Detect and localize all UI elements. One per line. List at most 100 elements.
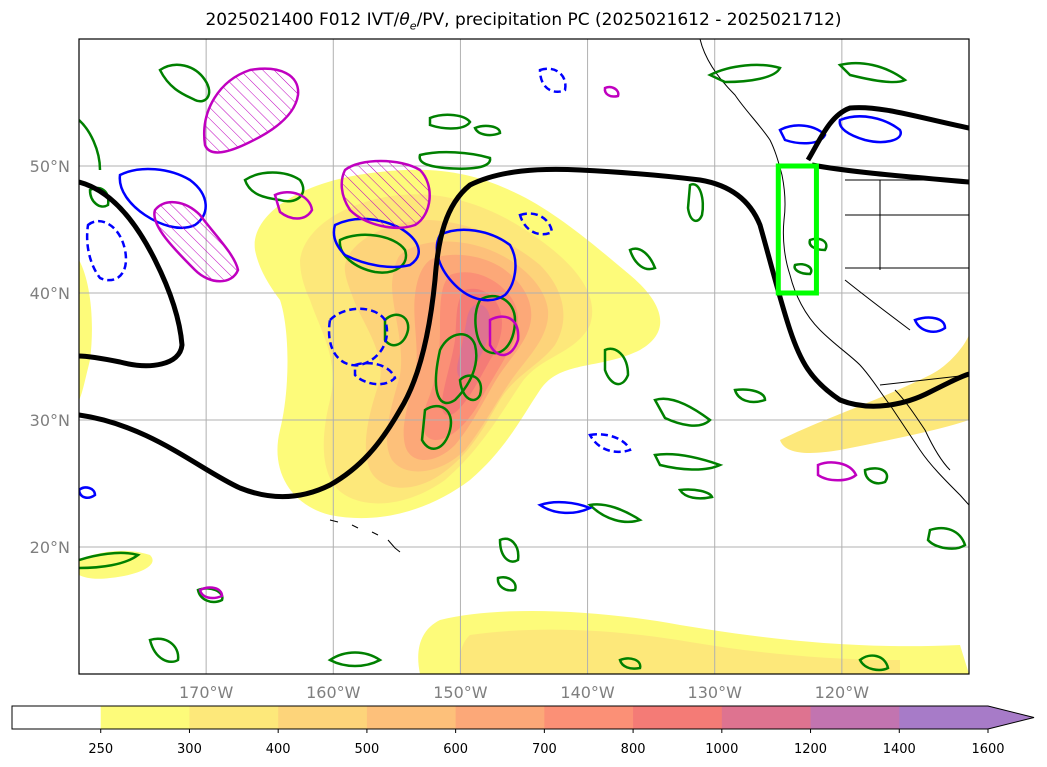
colorbar-segment [633, 706, 723, 729]
hatched-region [816, 461, 858, 482]
latitude-tick-label: 30°N [30, 411, 70, 430]
colorbar-tick-label: 1400 [883, 742, 916, 757]
theta-e-contour [418, 150, 492, 170]
colorbar-tick-label: 1000 [705, 742, 738, 757]
precip-contour [79, 486, 97, 499]
hatched-region [340, 159, 431, 229]
latitude-labels: 20°N 30°N 40°N 50°N [30, 157, 70, 557]
theta-e-contour [793, 263, 813, 276]
precip-contour [537, 500, 594, 515]
negative-contour [588, 433, 632, 454]
ivt-band-east [780, 335, 969, 453]
latitude-tick-label: 40°N [30, 284, 70, 303]
hatched-contours [153, 67, 858, 600]
pv-contour [79, 166, 969, 500]
theta-e-contour [420, 404, 453, 450]
region-highlight-box [775, 163, 819, 296]
theta-e-contour [498, 537, 520, 563]
longitude-tick-label: 150°W [433, 683, 488, 702]
latitude-tick-label: 20°N [30, 538, 70, 557]
title-theta-symbol: θ [399, 10, 410, 30]
theta-e-contour [653, 397, 712, 427]
coastlines [329, 39, 969, 553]
title-theta-subscript: e [409, 19, 417, 33]
theta-e-contour [618, 657, 642, 670]
theta-e-contour [474, 294, 517, 355]
negative-contour [85, 219, 128, 282]
theta-e-contour [733, 388, 767, 404]
theta-e-contour [603, 347, 630, 386]
north-america-coast [699, 39, 969, 506]
ivt-shading [79, 169, 969, 674]
hatched-region [198, 586, 224, 600]
pv-contours [79, 105, 969, 500]
colorbar-tick-label: 1600 [971, 742, 1004, 757]
hatched-region [202, 67, 300, 154]
colorbar-outline [11, 705, 1035, 730]
theta-e-contour [458, 374, 483, 402]
theta-e-contour [863, 467, 889, 485]
us-mexico-border [879, 374, 969, 386]
theta-e-contours [79, 61, 967, 672]
colorbar-segment [899, 706, 989, 729]
longitude-tick-label: 170°W [179, 683, 234, 702]
latitude-tick-label: 50°N [30, 157, 70, 176]
theta-e-contour [686, 183, 705, 223]
theta-e-contour [837, 61, 908, 84]
colorbar-segment [12, 706, 102, 729]
ivt-band-south-inner [459, 629, 900, 674]
colorbar-segment [278, 706, 368, 729]
precip-contour [838, 115, 902, 144]
hatched-region [488, 315, 520, 357]
theta-e-contour [496, 576, 517, 592]
title-prefix: 2025021400 F012 IVT/ [205, 10, 400, 30]
negative-contour [538, 67, 567, 94]
negative-contour [518, 212, 554, 236]
colorbar-tick-label: 600 [443, 742, 468, 757]
longitude-labels: 170°W 160°W 150°W 140°W 130°W 120°W [179, 683, 869, 702]
map-frame [78, 38, 970, 675]
precip-contours [79, 115, 947, 515]
pv-contour [79, 179, 185, 369]
theta-e-contour [434, 333, 478, 405]
title-suffix: /PV, precipitation PC (2025021612 - 2025… [416, 10, 842, 30]
theta-e-contour [653, 452, 724, 471]
longitude-tick-label: 160°W [306, 683, 361, 702]
theta-e-contour [79, 551, 141, 570]
precip-contour [435, 228, 517, 302]
hatched-region [603, 85, 620, 98]
theta-e-contour [677, 488, 714, 500]
theta-e-contour [243, 171, 305, 203]
negative-contours [85, 67, 632, 454]
theta-e-contour [79, 119, 102, 171]
colorbar-segment [455, 706, 545, 729]
chart-title: 2025021400 F012 IVT/θe/PV, precipitation… [0, 10, 1047, 32]
pv-contour [805, 105, 969, 162]
theta-e-contour [707, 63, 782, 84]
colorbar-segment [721, 706, 812, 729]
colorbar-tick-label: 300 [177, 742, 202, 757]
pv-contour [811, 162, 969, 185]
longitude-tick-label: 140°W [560, 683, 615, 702]
theta-e-contour [383, 313, 410, 347]
colorbar-tick-label: 800 [621, 742, 646, 757]
precip-contour [913, 316, 947, 333]
theta-e-contour [148, 637, 180, 664]
colorbar-tick-label: 250 [88, 742, 113, 757]
theta-e-contour [473, 124, 502, 137]
hatched-region [273, 191, 314, 220]
longitude-tick-label: 120°W [815, 683, 870, 702]
longitude-tick-label: 130°W [688, 683, 743, 702]
colorbar-tick-label: 700 [532, 742, 557, 757]
negative-contour [353, 361, 397, 386]
colorbar-tick-label: 1200 [794, 742, 827, 757]
map-plot-area [79, 39, 969, 674]
theta-e-contour [926, 526, 967, 550]
state-border-5 [844, 279, 911, 331]
theta-e-contour [858, 654, 890, 672]
theta-e-contour [628, 247, 657, 271]
theta-e-contour [327, 651, 383, 668]
colorbar-tick-label: 500 [354, 742, 379, 757]
hatched-region [153, 201, 240, 283]
